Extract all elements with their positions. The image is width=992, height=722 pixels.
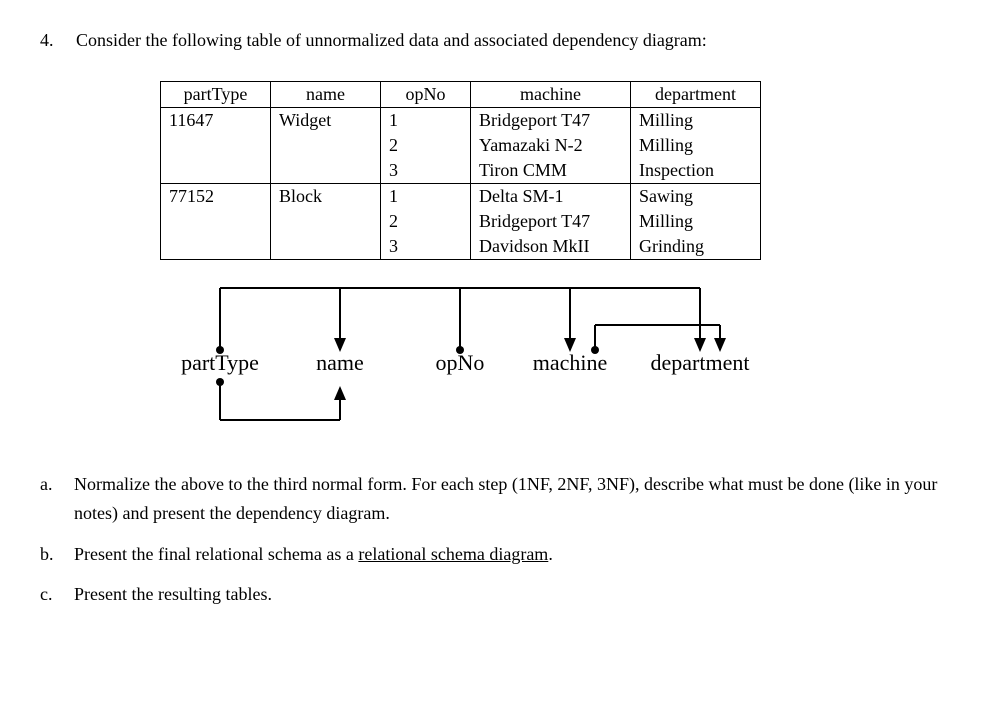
cell-machine: Delta SM-1 (471, 184, 631, 210)
underlined-text: relational schema diagram (358, 544, 548, 564)
cell-department: Sawing (631, 184, 761, 210)
data-table-container: partType name opNo machine department 11… (160, 81, 952, 260)
subpart-b: b. Present the final relational schema a… (40, 540, 952, 569)
cell-machine: Davidson MkII (471, 234, 631, 260)
question-header: 4. Consider the following table of unnor… (40, 30, 952, 51)
cell-machine: Bridgeport T47 (471, 209, 631, 234)
dependency-diagram: partTypenameopNomachinedepartment (160, 270, 952, 440)
table-row: 11647Widget1Bridgeport T47Milling (161, 108, 761, 134)
cell-machine: Bridgeport T47 (471, 108, 631, 134)
cell-department: Milling (631, 108, 761, 134)
cell-parttype: 77152 (161, 184, 271, 260)
subpart-c: c. Present the resulting tables. (40, 580, 952, 609)
subpart-letter: b. (40, 540, 58, 569)
subpart-text: Normalize the above to the third normal … (74, 470, 952, 528)
text-segment: Present the final relational schema as a (74, 544, 358, 564)
subpart-text: Present the resulting tables. (74, 580, 272, 609)
svg-text:name: name (316, 350, 364, 375)
svg-text:department: department (651, 350, 750, 375)
cell-opno: 1 (381, 108, 471, 134)
cell-opno: 3 (381, 158, 471, 184)
cell-department: Grinding (631, 234, 761, 260)
cell-department: Milling (631, 209, 761, 234)
text-segment: . (548, 544, 553, 564)
question-prompt: Consider the following table of unnormal… (76, 30, 707, 51)
cell-name: Block (271, 184, 381, 260)
unnormalized-table: partType name opNo machine department 11… (160, 81, 761, 260)
subpart-letter: c. (40, 580, 58, 609)
cell-opno: 2 (381, 133, 471, 158)
table-header-row: partType name opNo machine department (161, 82, 761, 108)
col-header: department (631, 82, 761, 108)
subparts-list: a. Normalize the above to the third norm… (40, 470, 952, 609)
cell-opno: 1 (381, 184, 471, 210)
cell-opno: 3 (381, 234, 471, 260)
cell-department: Milling (631, 133, 761, 158)
subpart-text: Present the final relational schema as a… (74, 540, 553, 569)
cell-machine: Yamazaki N-2 (471, 133, 631, 158)
cell-name: Widget (271, 108, 381, 184)
cell-opno: 2 (381, 209, 471, 234)
subpart-letter: a. (40, 470, 58, 528)
table-row: 77152Block1Delta SM-1Sawing (161, 184, 761, 210)
col-header: name (271, 82, 381, 108)
col-header: partType (161, 82, 271, 108)
dependency-svg: partTypenameopNomachinedepartment (160, 270, 820, 440)
question-number: 4. (40, 30, 58, 51)
col-header: machine (471, 82, 631, 108)
subpart-a: a. Normalize the above to the third norm… (40, 470, 952, 528)
cell-parttype: 11647 (161, 108, 271, 184)
col-header: opNo (381, 82, 471, 108)
cell-department: Inspection (631, 158, 761, 184)
cell-machine: Tiron CMM (471, 158, 631, 184)
